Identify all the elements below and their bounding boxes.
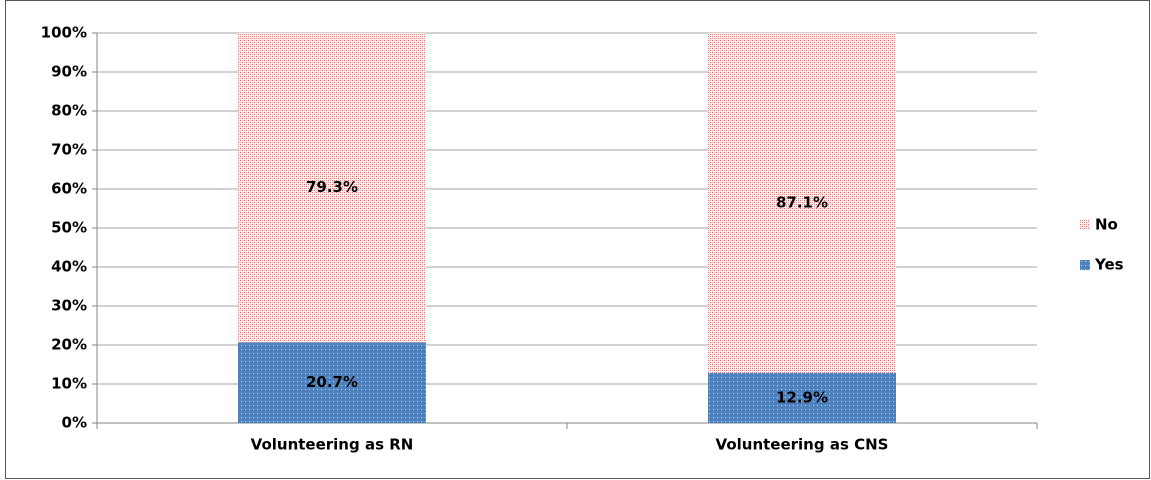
bar-segment [238,342,426,423]
y-tick-label: 10% [51,375,87,393]
y-tick-label: 80% [51,102,87,120]
data-label: 20.7% [306,373,358,391]
y-tick-label: 60% [51,180,87,198]
legend-label: No [1095,216,1118,234]
legend-swatch [1080,260,1090,270]
legend-label: Yes [1094,256,1124,274]
frame [5,0,1150,479]
y-tick-label: 20% [51,336,87,354]
data-label: 12.9% [776,388,828,406]
y-tick-label: 70% [51,141,87,159]
legend-swatch [1080,220,1090,230]
x-tick-label: Volunteering as CNS [716,436,889,454]
y-tick-label: 0% [62,414,87,432]
bar-segment [708,33,896,373]
bar-segment [708,372,896,423]
x-tick-label: Volunteering as RN [251,436,414,454]
y-tick-label: 100% [41,24,87,42]
data-label: 79.3% [306,178,358,196]
bar-segment [238,33,426,343]
y-tick-label: 90% [51,63,87,81]
y-tick-label: 50% [51,219,87,237]
data-label: 87.1% [776,193,828,211]
y-tick-label: 30% [51,297,87,315]
y-tick-label: 40% [51,258,87,276]
